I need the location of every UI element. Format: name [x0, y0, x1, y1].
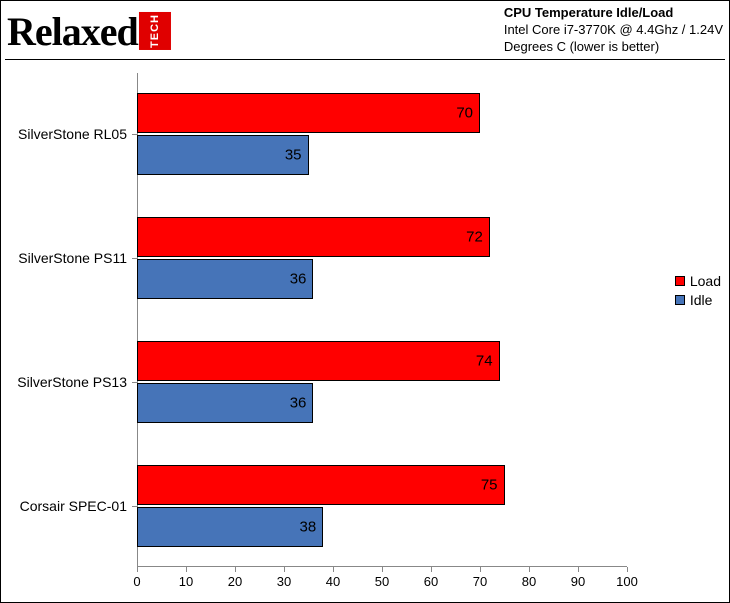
- legend-swatch-idle: [675, 295, 685, 305]
- legend-label-load: Load: [690, 273, 721, 289]
- x-tick-label: 90: [571, 574, 585, 589]
- x-tick-label: 50: [375, 574, 389, 589]
- category-label: Corsair SPEC-01: [0, 498, 127, 514]
- bar-load: 70: [137, 93, 480, 133]
- x-tick-label: 60: [424, 574, 438, 589]
- bar-load: 75: [137, 465, 505, 505]
- x-tick: [186, 567, 187, 572]
- logo-tech-badge: TECH: [139, 12, 171, 50]
- x-tick: [137, 567, 138, 572]
- bar-value: 38: [300, 519, 317, 536]
- x-tick: [627, 567, 628, 572]
- bar-idle: 36: [137, 383, 313, 423]
- legend-item-load: Load: [675, 273, 721, 289]
- plot-area: 0102030405060708090100 SilverStone RL057…: [137, 73, 627, 567]
- logo: Relaxed TECH: [7, 5, 174, 57]
- bar-group: SilverStone PS137436: [137, 341, 627, 423]
- bar-idle: 35: [137, 135, 309, 175]
- x-tick-label: 10: [179, 574, 193, 589]
- logo-main-text: Relaxed: [7, 8, 138, 55]
- bar-idle: 38: [137, 507, 323, 547]
- x-tick: [235, 567, 236, 572]
- bar-group: SilverStone RL057035: [137, 93, 627, 175]
- header-info: CPU Temperature Idle/Load Intel Core i7-…: [504, 5, 723, 57]
- bar-value: 36: [290, 395, 307, 412]
- x-tick: [529, 567, 530, 572]
- chart-subtitle-1: Intel Core i7-3770K @ 4.4Ghz / 1.24V: [504, 22, 723, 39]
- x-tick-label: 0: [133, 574, 140, 589]
- header-divider: [5, 59, 725, 60]
- x-tick: [284, 567, 285, 572]
- legend-swatch-load: [675, 276, 685, 286]
- x-tick: [578, 567, 579, 572]
- bar-group: Corsair SPEC-017538: [137, 465, 627, 547]
- legend: Load Idle: [675, 273, 721, 311]
- x-tick-label: 70: [473, 574, 487, 589]
- bar-value: 35: [285, 147, 302, 164]
- bar-idle: 36: [137, 259, 313, 299]
- x-tick-label: 100: [616, 574, 638, 589]
- x-tick-label: 80: [522, 574, 536, 589]
- legend-label-idle: Idle: [690, 292, 713, 308]
- bar-value: 75: [481, 477, 498, 494]
- bar-value: 36: [290, 271, 307, 288]
- category-label: SilverStone RL05: [0, 126, 127, 142]
- bar-load: 74: [137, 341, 500, 381]
- category-label: SilverStone PS13: [0, 374, 127, 390]
- category-label: SilverStone PS11: [0, 250, 127, 266]
- bar-value: 72: [466, 229, 483, 246]
- bar-value: 70: [456, 105, 473, 122]
- x-tick-label: 40: [326, 574, 340, 589]
- x-tick: [333, 567, 334, 572]
- bar-value: 74: [476, 353, 493, 370]
- bar-group: SilverStone PS117236: [137, 217, 627, 299]
- x-tick: [480, 567, 481, 572]
- header: Relaxed TECH CPU Temperature Idle/Load I…: [7, 5, 723, 57]
- bar-load: 72: [137, 217, 490, 257]
- x-tick: [382, 567, 383, 572]
- chart-subtitle-2: Degrees C (lower is better): [504, 39, 723, 56]
- x-tick-label: 20: [228, 574, 242, 589]
- x-tick: [431, 567, 432, 572]
- x-tick-label: 30: [277, 574, 291, 589]
- chart-container: Relaxed TECH CPU Temperature Idle/Load I…: [0, 0, 730, 603]
- legend-item-idle: Idle: [675, 292, 721, 308]
- chart-title: CPU Temperature Idle/Load: [504, 5, 723, 22]
